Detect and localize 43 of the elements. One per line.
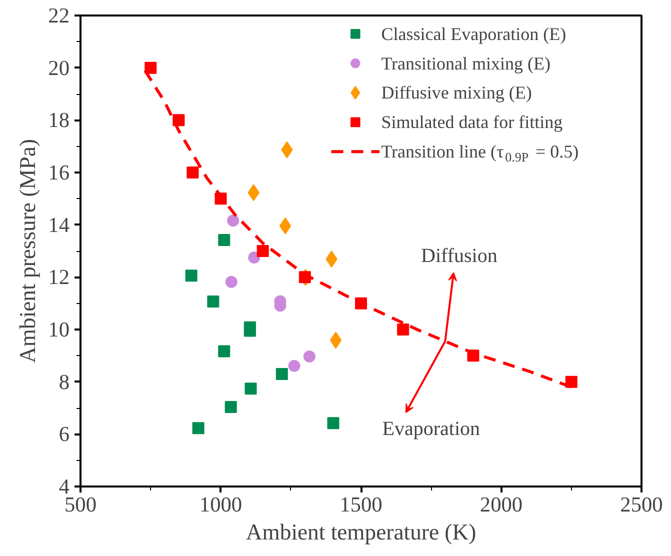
x-tick-label: 2000 bbox=[480, 492, 523, 516]
x-tick-label: 1500 bbox=[340, 492, 382, 516]
point bbox=[276, 368, 288, 380]
point bbox=[218, 345, 230, 358]
y-tick-label: 22 bbox=[48, 4, 70, 28]
x-axis-title: Ambient temperature (K) bbox=[246, 520, 476, 544]
point bbox=[185, 270, 198, 282]
point bbox=[225, 276, 238, 288]
annotation: Evaporation bbox=[382, 418, 480, 440]
legend-label: Transitional mixing (E) bbox=[381, 53, 551, 74]
point bbox=[224, 400, 237, 413]
point bbox=[172, 114, 185, 126]
point bbox=[186, 166, 199, 178]
point bbox=[330, 332, 342, 349]
y-tick-label: 18 bbox=[48, 108, 70, 132]
legend-label: Classical Evaporation (E) bbox=[381, 24, 566, 44]
point bbox=[192, 422, 204, 434]
point bbox=[248, 252, 260, 264]
point bbox=[244, 324, 256, 337]
legend-label: Simulated data for fitting bbox=[381, 112, 563, 132]
point bbox=[288, 360, 300, 372]
point bbox=[218, 234, 230, 246]
y-tick-label: 14 bbox=[48, 212, 70, 237]
y-tick-label: 16 bbox=[48, 160, 70, 184]
point bbox=[256, 245, 269, 257]
point bbox=[279, 217, 292, 234]
y-tick-label: 6 bbox=[58, 422, 70, 446]
annotation: Diffusion bbox=[421, 245, 498, 268]
point bbox=[327, 417, 340, 430]
point bbox=[227, 214, 240, 227]
y-tick-label: 8 bbox=[58, 370, 70, 394]
point bbox=[144, 62, 157, 74]
legend-label: Diffusive mixing (E) bbox=[381, 82, 532, 103]
y-tick-label: 12 bbox=[48, 265, 70, 290]
point bbox=[207, 296, 220, 308]
point bbox=[244, 382, 257, 395]
y-tick-label: 10 bbox=[48, 318, 70, 342]
x-tick-label: 2500 bbox=[620, 492, 663, 516]
y-tick-label: 20 bbox=[48, 56, 70, 80]
x-tick-label: 1000 bbox=[199, 492, 242, 516]
y-axis-title: Ambient pressure (MPa) bbox=[15, 139, 40, 363]
point bbox=[303, 350, 316, 362]
point bbox=[397, 324, 410, 336]
